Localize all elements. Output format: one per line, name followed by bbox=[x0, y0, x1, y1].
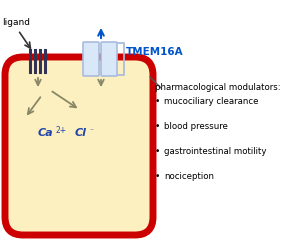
Text: 2+: 2+ bbox=[55, 126, 66, 135]
Text: TMEM16A: TMEM16A bbox=[126, 47, 184, 57]
Text: •: • bbox=[155, 147, 160, 156]
Text: pharmacological modulators:: pharmacological modulators: bbox=[155, 83, 281, 92]
Text: •: • bbox=[155, 97, 160, 106]
Text: Cl: Cl bbox=[75, 128, 87, 138]
Text: gastrointestinal motility: gastrointestinal motility bbox=[164, 147, 266, 156]
Text: •: • bbox=[155, 172, 160, 181]
Text: mucociliary clearance: mucociliary clearance bbox=[164, 97, 259, 106]
FancyBboxPatch shape bbox=[101, 42, 117, 76]
FancyBboxPatch shape bbox=[5, 57, 153, 235]
Text: ligand: ligand bbox=[2, 18, 30, 27]
Text: blood pressure: blood pressure bbox=[164, 122, 228, 131]
Text: ⁻: ⁻ bbox=[89, 126, 93, 135]
Text: •: • bbox=[155, 122, 160, 131]
Text: Ca: Ca bbox=[38, 128, 54, 138]
FancyBboxPatch shape bbox=[83, 42, 99, 76]
Text: nociception: nociception bbox=[164, 172, 214, 181]
